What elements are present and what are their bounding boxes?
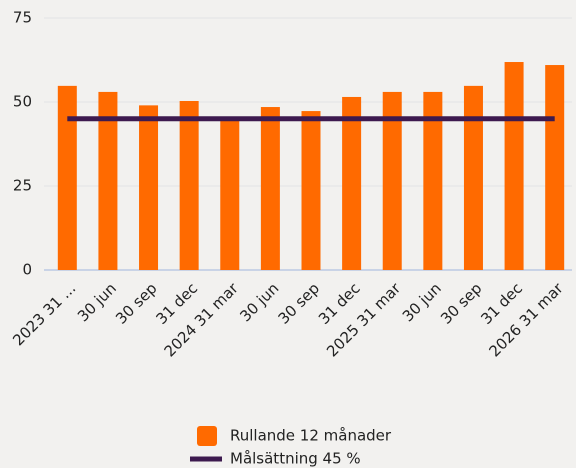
bar (139, 105, 159, 270)
x-tick-label: 30 jun (399, 279, 445, 325)
x-tick-label: 2023 31 ... (9, 279, 79, 349)
x-tick-label: 30 sep (437, 279, 485, 327)
bar (463, 85, 483, 270)
bar (57, 85, 77, 270)
legend-label: Målsättning 45 % (230, 450, 361, 468)
bar (220, 117, 240, 271)
legend-label: Rullande 12 månader (230, 427, 392, 445)
bar (301, 111, 321, 271)
bar (98, 91, 118, 270)
bar (504, 62, 524, 271)
bar (179, 100, 199, 270)
bar (423, 91, 443, 270)
x-tick-label: 30 sep (112, 279, 160, 327)
y-tick-label: 25 (13, 177, 32, 195)
bar (382, 91, 402, 270)
legend-swatch (190, 456, 222, 462)
legend-swatch (197, 426, 217, 446)
bar (545, 65, 565, 270)
y-tick-label: 50 (13, 93, 32, 111)
bar (342, 96, 362, 271)
x-tick-label: 30 sep (275, 279, 323, 327)
x-tick-label: 30 jun (74, 279, 120, 325)
bar (260, 107, 280, 270)
y-tick-label: 0 (22, 261, 32, 279)
x-tick-label: 30 jun (236, 279, 282, 325)
y-tick-label: 75 (13, 9, 32, 27)
